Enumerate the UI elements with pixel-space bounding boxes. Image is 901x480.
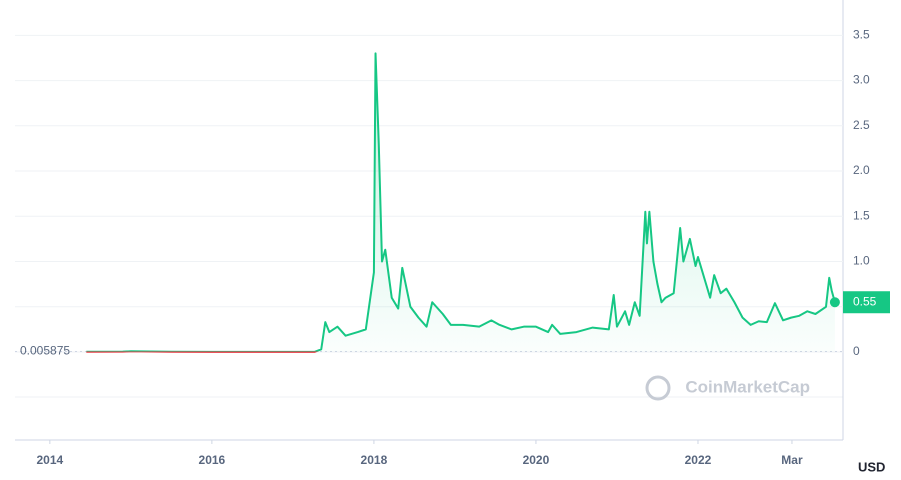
y-tick-label: 0: [853, 344, 860, 358]
y-tick-label: 2.5: [853, 118, 870, 132]
y-axis-unit: USD: [858, 459, 885, 474]
baseline-label: 0.005875: [20, 344, 70, 358]
x-tick-label: 2018: [361, 453, 388, 467]
x-tick-label: Mar: [781, 453, 803, 467]
y-tick-label: 1.0: [853, 254, 870, 268]
y-tick-label: 2.0: [853, 163, 870, 177]
last-point: [829, 297, 840, 308]
price-line: [86, 52, 836, 352]
x-tick-label: 2022: [685, 453, 712, 467]
price-area: [86, 53, 835, 352]
x-tick-label: 2020: [523, 453, 550, 467]
last-value-tag: [843, 291, 890, 314]
watermark: CoinMarketCap: [685, 377, 810, 396]
last-value-label: 0.55: [853, 294, 877, 308]
x-tick-label: 2016: [199, 453, 226, 467]
y-tick-label: 3.5: [853, 28, 870, 42]
watermark-logo: [645, 375, 671, 401]
x-tick-label: 2014: [36, 453, 63, 467]
y-tick-label: 1.5: [853, 208, 870, 222]
y-tick-label: 3.0: [853, 73, 870, 87]
